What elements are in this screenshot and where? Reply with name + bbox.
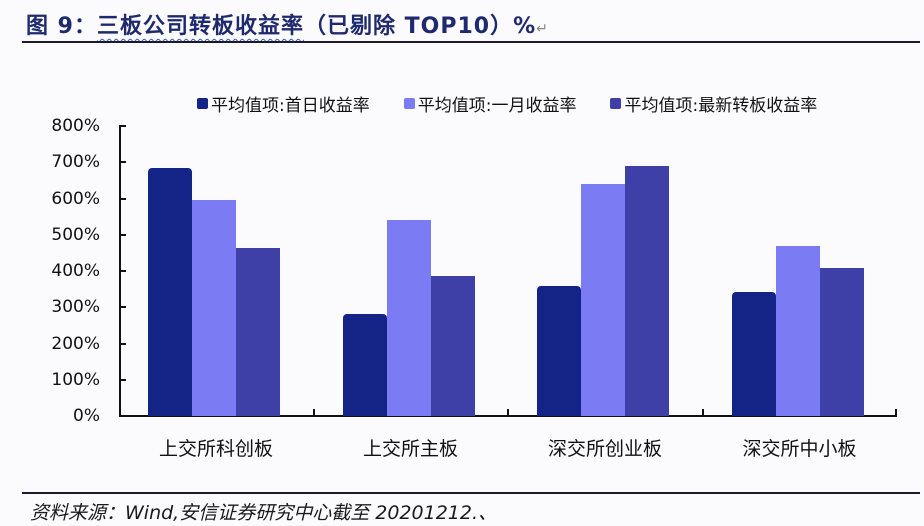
- bar: [236, 248, 280, 416]
- x-category-label: 上交所科创板: [158, 438, 273, 460]
- x-category-label: 深交所创业板: [547, 438, 662, 460]
- figure-number: 图 9：: [26, 14, 97, 39]
- y-tick-label: 300%: [51, 297, 100, 318]
- bar: [625, 165, 669, 416]
- legend-swatch-icon: [610, 97, 622, 109]
- title-divider: [22, 41, 920, 43]
- y-tick-label: 500%: [51, 224, 100, 245]
- footer-divider: [22, 492, 920, 494]
- legend-label: 平均值项:一月收益率: [417, 95, 577, 116]
- legend-swatch-icon: [403, 97, 415, 109]
- y-tick: [119, 197, 126, 200]
- legend-item: 平均值项:最新转板收益率: [610, 91, 817, 116]
- bar: [148, 168, 192, 416]
- y-tick-label: 0%: [73, 406, 100, 426]
- x-tick: [312, 409, 315, 416]
- y-tick-label: 200%: [51, 333, 100, 354]
- x-tick: [701, 409, 704, 416]
- chart-legend: 平均值项:首日收益率 平均值项:一月收益率 平均值项:最新转板收益率: [197, 91, 851, 116]
- title-main: 三板公司转板收益率: [96, 14, 304, 39]
- source-note: 资料来源：Wind,安信证券研究中心截至 20201212.、: [30, 502, 497, 524]
- y-tick-label: 100%: [51, 369, 100, 390]
- y-tick: [119, 125, 126, 127]
- bar: [342, 314, 387, 416]
- title-suffix: （已剔除 TOP10）%: [303, 14, 537, 39]
- legend-item: 平均值项:首日收益率: [197, 91, 370, 116]
- legend-label: 平均值项:最新转板收益率: [624, 95, 818, 116]
- bar: [775, 245, 820, 416]
- legend-label: 平均值项:首日收益率: [211, 95, 370, 116]
- y-tick: [119, 415, 126, 417]
- bar: [192, 199, 236, 416]
- bar: [731, 292, 776, 416]
- x-tick: [507, 409, 509, 416]
- x-category-label: 深交所中小板: [742, 438, 857, 460]
- y-tick: [119, 233, 126, 236]
- return-mark-icon: ↵: [536, 21, 549, 37]
- y-tick: [119, 306, 126, 309]
- y-tick-label: 600%: [51, 188, 100, 209]
- y-tick: [119, 161, 126, 164]
- chart-title: 图 9：三板公司转板收益率（已剔除 TOP10）%↵: [26, 8, 549, 40]
- x-axis: [119, 415, 897, 417]
- y-tick-label: 400%: [51, 261, 100, 281]
- bar: [819, 268, 864, 416]
- bar: [537, 285, 581, 416]
- bar: [430, 276, 475, 416]
- bar: [386, 219, 431, 416]
- y-tick-label: 700%: [51, 152, 100, 173]
- y-tick-label: 800%: [51, 116, 100, 136]
- y-tick: [119, 378, 126, 381]
- y-tick: [119, 270, 126, 272]
- y-tick: [119, 342, 126, 345]
- bar: [581, 184, 625, 416]
- legend-swatch-icon: [197, 97, 208, 109]
- x-category-label: 上交所主板: [362, 438, 458, 460]
- x-tick: [895, 409, 897, 416]
- legend-item: 平均值项:一月收益率: [403, 91, 577, 116]
